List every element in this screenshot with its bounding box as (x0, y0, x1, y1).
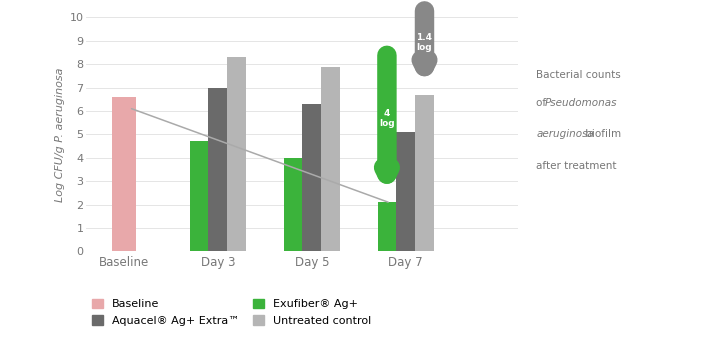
Text: aeruginosa: aeruginosa (536, 129, 594, 139)
Text: biofilm: biofilm (582, 129, 621, 139)
Legend: Baseline, Aquacel® Ag+ Extra™, Exufiber® Ag+, Untreated control: Baseline, Aquacel® Ag+ Extra™, Exufiber®… (92, 299, 371, 326)
Bar (377, 202, 396, 251)
Bar (112, 97, 136, 251)
Bar (321, 67, 340, 251)
Text: Bacterial counts: Bacterial counts (536, 70, 621, 80)
Bar (284, 158, 302, 251)
Bar (302, 104, 321, 251)
Text: of: of (536, 98, 550, 108)
Text: after treatment: after treatment (536, 161, 617, 171)
Bar (189, 141, 209, 251)
Text: 1.4
log: 1.4 log (416, 33, 433, 52)
Text: Pseudomonas: Pseudomonas (545, 98, 618, 108)
Bar (228, 57, 246, 251)
Bar (209, 88, 228, 251)
Y-axis label: Log CFU/g P. aeruginosa: Log CFU/g P. aeruginosa (55, 67, 66, 202)
Bar (396, 132, 415, 251)
Bar (415, 95, 434, 251)
Text: 4
log: 4 log (379, 109, 395, 128)
